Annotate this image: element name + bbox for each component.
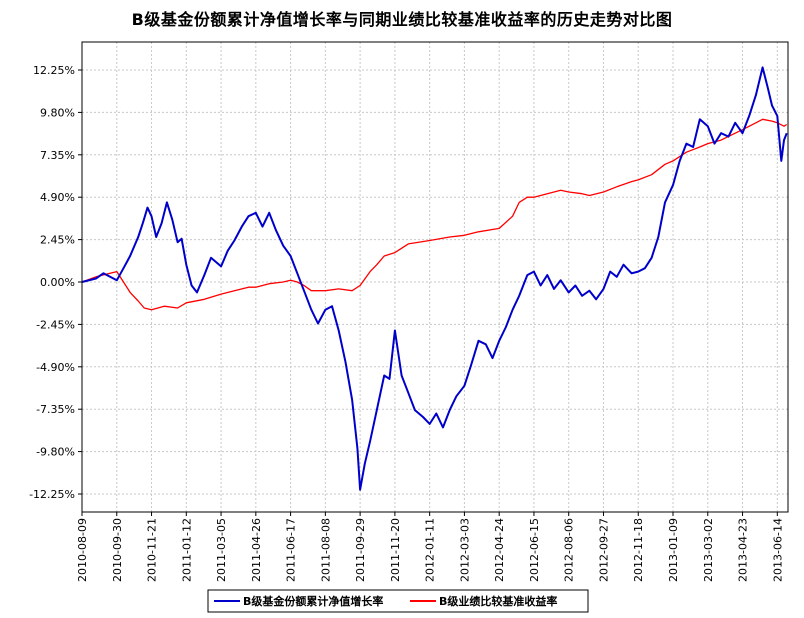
x-tick-label: 2010-08-09 [76, 518, 89, 582]
y-tick-label: -7.35% [36, 403, 75, 416]
x-tick-label: 2012-11-18 [632, 518, 645, 582]
chart-title: B级基金份额累计净值增长率与同期业绩比较基准收益率的历史走势对比图 [131, 10, 673, 29]
y-tick-label: -4.90% [36, 361, 75, 374]
y-tick-label: -9.80% [36, 446, 75, 459]
x-axis: 2010-08-09 2010-09-30 2010-11-21 2011-01-12… [76, 512, 784, 582]
y-axis: 12.25% 9.80% 7.35% 4.90% 2.45% 0.00% -2.45% -4.… [29, 64, 82, 501]
y-tick-label: -2.45% [36, 318, 75, 331]
nav-growth-line [81, 66, 788, 491]
x-tick-label: 2011-06-17 [285, 518, 298, 582]
y-tick-label: 0.00% [40, 276, 75, 289]
x-tick-label: 2012-04-24 [493, 518, 506, 582]
x-tick-label: 2012-01-11 [424, 518, 437, 582]
y-tick-label: 2.45% [40, 234, 75, 247]
x-tick-label: 2011-04-26 [250, 518, 263, 582]
x-tick-label: 2011-01-12 [180, 518, 193, 582]
y-tick-label: 9.80% [40, 106, 75, 119]
x-tick-label: 2011-09-29 [354, 518, 367, 582]
y-tick-label: -12.25% [29, 488, 75, 501]
grid-lines [81, 42, 788, 512]
legend-label: B级基金份额累计净值增长率 [243, 594, 383, 608]
x-tick-label: 2012-06-15 [528, 518, 541, 582]
x-tick-label: 2013-04-23 [737, 518, 750, 582]
legend-label: B级业绩比较基准收益率 [439, 594, 557, 608]
x-tick-label: 2013-06-14 [771, 518, 784, 582]
x-tick-label: 2011-08-08 [319, 518, 332, 582]
x-tick-label: 2013-01-09 [667, 518, 680, 582]
series-layer [81, 66, 788, 491]
x-tick-label: 2012-09-27 [597, 518, 610, 582]
y-tick-label: 4.90% [40, 191, 75, 204]
x-tick-label: 2013-03-02 [702, 518, 715, 582]
x-tick-label: 2012-03-03 [458, 518, 471, 582]
legend-box [207, 589, 589, 613]
x-tick-label: 2012-08-06 [563, 518, 576, 582]
y-tick-label: 7.35% [40, 149, 75, 162]
x-tick-label: 2010-09-30 [111, 518, 124, 582]
x-tick-label: 2010-11-21 [146, 518, 159, 582]
benchmark-return-line [81, 118, 788, 311]
x-tick-label: 2011-11-20 [389, 518, 402, 582]
legend: B级基金份额累计净值增长率 B级业绩比较基准收益率 [207, 589, 589, 613]
plot-frame [81, 41, 789, 513]
x-tick-label: 2011-03-05 [215, 518, 228, 582]
y-tick-label: 12.25% [33, 64, 75, 77]
